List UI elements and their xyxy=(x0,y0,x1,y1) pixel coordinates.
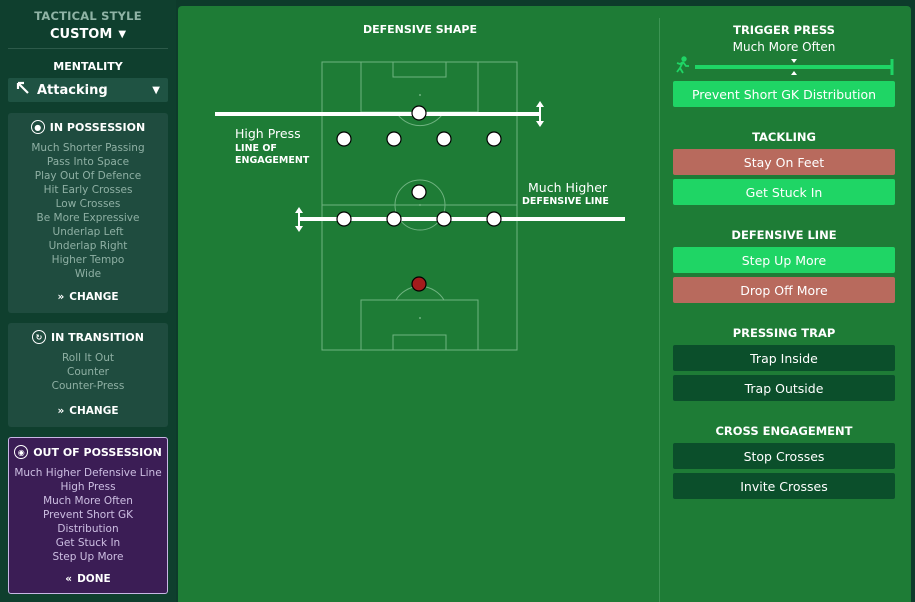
list-item: Much Higher Defensive Line xyxy=(14,467,162,479)
list-item: Wide xyxy=(74,268,102,280)
line-of-engagement[interactable] xyxy=(215,101,544,127)
pitch-spots xyxy=(419,94,421,319)
out-of-possession-heading: ◉ OUT OF POSSESSION xyxy=(9,445,167,459)
player-marker xyxy=(486,211,502,227)
stop-crosses-button[interactable]: Stop Crosses xyxy=(673,443,895,469)
list-item: Underlap Left xyxy=(52,226,124,238)
player-marker xyxy=(486,131,502,147)
section-divider xyxy=(659,18,660,602)
sidebar: TACTICAL STYLE CUSTOM ▼ MENTALITY Attack… xyxy=(0,0,176,602)
ball-icon: ● xyxy=(30,120,45,134)
trap-outside-button[interactable]: Trap Outside xyxy=(673,375,895,401)
list-item: Play Out Of Defence xyxy=(34,170,142,182)
list-item: Roll It Out xyxy=(61,352,114,364)
trigger-press-value: Much More Often xyxy=(732,40,836,54)
player-marker xyxy=(436,211,452,227)
out-of-possession-panel[interactable]: ◉ OUT OF POSSESSION Much Higher Defensiv… xyxy=(8,437,168,594)
player-marker xyxy=(336,211,352,227)
engagement-label-engagement: ENGAGEMENT xyxy=(235,155,310,166)
trap-inside-button[interactable]: Trap Inside xyxy=(673,345,895,371)
double-chevron-left-icon: « xyxy=(65,573,73,585)
list-item: Distribution xyxy=(57,523,119,535)
defence-icon: ◉ xyxy=(14,445,29,459)
invite-crosses-button[interactable]: Invite Crosses xyxy=(673,473,895,499)
list-item: Prevent Short GK xyxy=(42,509,133,521)
out-of-possession-done-button[interactable]: « DONE xyxy=(9,573,167,585)
pressing-trap-title: PRESSING TRAP xyxy=(732,326,836,340)
tactical-style-header: TACTICAL STYLE CUSTOM ▼ xyxy=(0,9,176,42)
double-chevron-right-icon: » xyxy=(57,405,65,417)
prevent-short-gk-distribution-button[interactable]: Prevent Short GK Distribution xyxy=(673,81,895,107)
cross-engagement-title: CROSS ENGAGEMENT xyxy=(715,424,853,438)
player-marker xyxy=(436,131,452,147)
in-transition-panel[interactable]: ↻ IN TRANSITION Roll It Out Counter Coun… xyxy=(8,323,168,427)
list-item: Much Shorter Passing xyxy=(31,142,145,154)
out-of-possession-list: Much Higher Defensive Line High Press Mu… xyxy=(9,466,167,564)
list-item: High Press xyxy=(60,481,116,493)
change-label: CHANGE xyxy=(69,405,119,417)
chevron-down-icon: ▼ xyxy=(118,29,127,40)
list-item: Much More Often xyxy=(43,495,133,507)
step-up-more-button[interactable]: Step Up More xyxy=(673,247,895,273)
in-possession-list: Much Shorter Passing Pass Into Space Pla… xyxy=(8,141,168,281)
tackling-title: TACKLING xyxy=(752,130,816,144)
attack-arrow-icon xyxy=(16,81,32,99)
mentality-dropdown[interactable]: Attacking ▼ xyxy=(8,78,168,102)
get-stuck-in-button[interactable]: Get Stuck In xyxy=(673,179,895,205)
player-marker xyxy=(411,105,427,121)
player-marker xyxy=(336,131,352,147)
running-man-icon xyxy=(676,56,689,74)
tactical-style-value: CUSTOM xyxy=(49,27,113,42)
double-chevron-right-icon: » xyxy=(57,291,65,303)
defline-value: Much Higher xyxy=(528,180,608,195)
drop-off-more-button[interactable]: Drop Off More xyxy=(673,277,895,303)
list-item: Hit Early Crosses xyxy=(43,184,133,196)
defensive-shape-title: DEFENSIVE SHAPE xyxy=(363,23,477,36)
in-possession-panel[interactable]: ● IN POSSESSION Much Shorter Passing Pas… xyxy=(8,113,168,313)
mentality-value: Attacking xyxy=(37,82,108,98)
in-possession-heading: ● IN POSSESSION xyxy=(8,120,168,134)
list-item: Underlap Right xyxy=(48,240,128,252)
in-transition-title: IN TRANSITION xyxy=(51,330,144,344)
tactical-style-dropdown[interactable]: CUSTOM ▼ xyxy=(50,27,126,42)
players xyxy=(336,105,502,292)
list-item: Higher Tempo xyxy=(51,254,125,266)
defensive-line-title: DEFENSIVE LINE xyxy=(731,228,837,242)
goalkeeper-marker xyxy=(411,276,427,292)
list-item: Low Crosses xyxy=(55,198,121,210)
defensive-line[interactable] xyxy=(295,207,625,232)
in-transition-change-button[interactable]: » CHANGE xyxy=(8,405,168,417)
change-label: CHANGE xyxy=(69,291,119,303)
trigger-press-title: TRIGGER PRESS xyxy=(733,23,835,37)
stay-on-feet-button[interactable]: Stay On Feet xyxy=(673,149,895,175)
list-item: Get Stuck In xyxy=(55,537,121,549)
done-label: DONE xyxy=(77,573,111,585)
player-marker xyxy=(411,184,427,200)
defline-label: DEFENSIVE LINE xyxy=(522,196,609,207)
list-item: Pass Into Space xyxy=(46,156,130,168)
list-item: Be More Expressive xyxy=(36,212,140,224)
engagement-value: High Press xyxy=(235,126,301,141)
transition-cycle-icon: ↻ xyxy=(32,330,46,344)
player-marker xyxy=(386,131,402,147)
out-of-possession-title: OUT OF POSSESSION xyxy=(33,445,162,459)
list-item: Counter xyxy=(67,366,109,378)
engagement-label-line: LINE OF xyxy=(235,143,277,154)
tactical-style-label: TACTICAL STYLE xyxy=(34,9,142,23)
chevron-down-icon: ▼ xyxy=(152,84,160,96)
list-item: Counter-Press xyxy=(51,380,125,392)
in-transition-heading: ↻ IN TRANSITION xyxy=(8,330,168,344)
divider xyxy=(8,48,168,49)
in-transition-list: Roll It Out Counter Counter-Press xyxy=(8,351,168,393)
in-possession-title: IN POSSESSION xyxy=(49,120,146,134)
mentality-label: MENTALITY xyxy=(53,60,123,73)
in-possession-change-button[interactable]: » CHANGE xyxy=(8,291,168,303)
list-item: Step Up More xyxy=(52,551,124,563)
slider-default-marker xyxy=(791,59,797,75)
player-marker xyxy=(386,211,402,227)
